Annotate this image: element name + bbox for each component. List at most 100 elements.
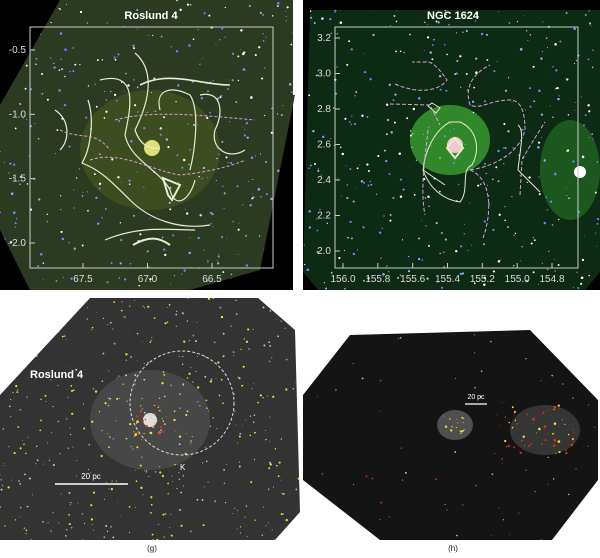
star xyxy=(537,146,540,149)
star xyxy=(67,396,69,398)
y-tick-label: -1.0 xyxy=(9,109,27,120)
star xyxy=(204,375,207,378)
star xyxy=(459,272,463,276)
star xyxy=(222,271,225,274)
star xyxy=(98,187,101,190)
star xyxy=(64,75,66,78)
star xyxy=(202,462,204,464)
star xyxy=(426,277,429,280)
star xyxy=(153,317,156,319)
star xyxy=(596,222,599,225)
star xyxy=(116,56,118,58)
star xyxy=(525,279,529,283)
star xyxy=(344,117,347,120)
star xyxy=(73,207,75,209)
star xyxy=(269,440,271,442)
star xyxy=(62,276,64,278)
ngc1624-contours xyxy=(422,102,541,203)
star xyxy=(146,250,149,253)
star xyxy=(158,405,161,407)
star xyxy=(431,44,434,46)
star xyxy=(141,456,143,458)
star xyxy=(73,189,75,191)
star xyxy=(228,121,231,123)
star xyxy=(504,205,506,208)
star xyxy=(404,471,407,474)
star xyxy=(60,8,62,10)
star xyxy=(244,128,246,131)
star xyxy=(207,298,211,300)
star xyxy=(143,432,145,435)
star xyxy=(182,158,186,162)
star xyxy=(202,524,205,527)
star xyxy=(161,430,165,433)
star xyxy=(135,469,137,471)
star xyxy=(580,282,583,285)
star xyxy=(459,55,462,58)
star xyxy=(483,276,486,280)
star xyxy=(555,69,558,72)
star xyxy=(221,236,224,239)
star xyxy=(3,343,6,345)
star xyxy=(8,405,11,408)
star xyxy=(203,249,205,251)
star xyxy=(450,429,453,432)
star xyxy=(59,453,61,455)
star xyxy=(486,33,488,36)
star xyxy=(532,423,534,425)
star xyxy=(265,525,267,527)
star xyxy=(147,305,150,308)
star xyxy=(403,51,405,54)
star xyxy=(7,486,10,489)
star xyxy=(242,365,245,368)
roslund4-contours xyxy=(54,52,246,246)
star xyxy=(292,243,295,247)
star xyxy=(224,501,227,504)
star xyxy=(488,202,491,205)
star xyxy=(2,300,5,303)
star xyxy=(490,534,492,536)
star xyxy=(552,432,554,435)
star xyxy=(310,16,313,19)
star xyxy=(247,328,250,331)
star xyxy=(444,425,448,428)
star xyxy=(42,279,44,281)
star xyxy=(42,521,44,523)
star xyxy=(189,295,190,296)
star xyxy=(207,261,209,263)
star xyxy=(514,419,517,422)
star xyxy=(249,434,251,437)
star xyxy=(548,250,550,253)
star xyxy=(402,188,405,191)
star xyxy=(186,320,189,322)
star xyxy=(295,331,298,334)
star xyxy=(98,153,101,156)
star xyxy=(546,410,548,412)
star xyxy=(588,274,590,277)
star xyxy=(504,89,508,92)
star xyxy=(149,277,152,281)
star xyxy=(400,447,403,449)
star xyxy=(172,234,175,237)
star xyxy=(215,377,217,379)
star xyxy=(456,534,458,537)
star xyxy=(591,66,594,69)
star xyxy=(508,77,510,79)
star xyxy=(209,211,212,214)
star xyxy=(208,14,211,17)
star xyxy=(297,59,299,61)
star xyxy=(472,111,475,114)
star xyxy=(411,146,413,148)
star xyxy=(173,275,176,277)
star xyxy=(122,315,124,317)
star xyxy=(271,15,274,17)
star xyxy=(356,167,359,170)
x-tick-label: 67.5 xyxy=(73,274,93,285)
star xyxy=(268,360,271,363)
star xyxy=(19,175,22,179)
star xyxy=(464,428,466,430)
star xyxy=(587,104,590,107)
star xyxy=(65,535,67,537)
star xyxy=(105,99,107,101)
star xyxy=(556,86,559,90)
